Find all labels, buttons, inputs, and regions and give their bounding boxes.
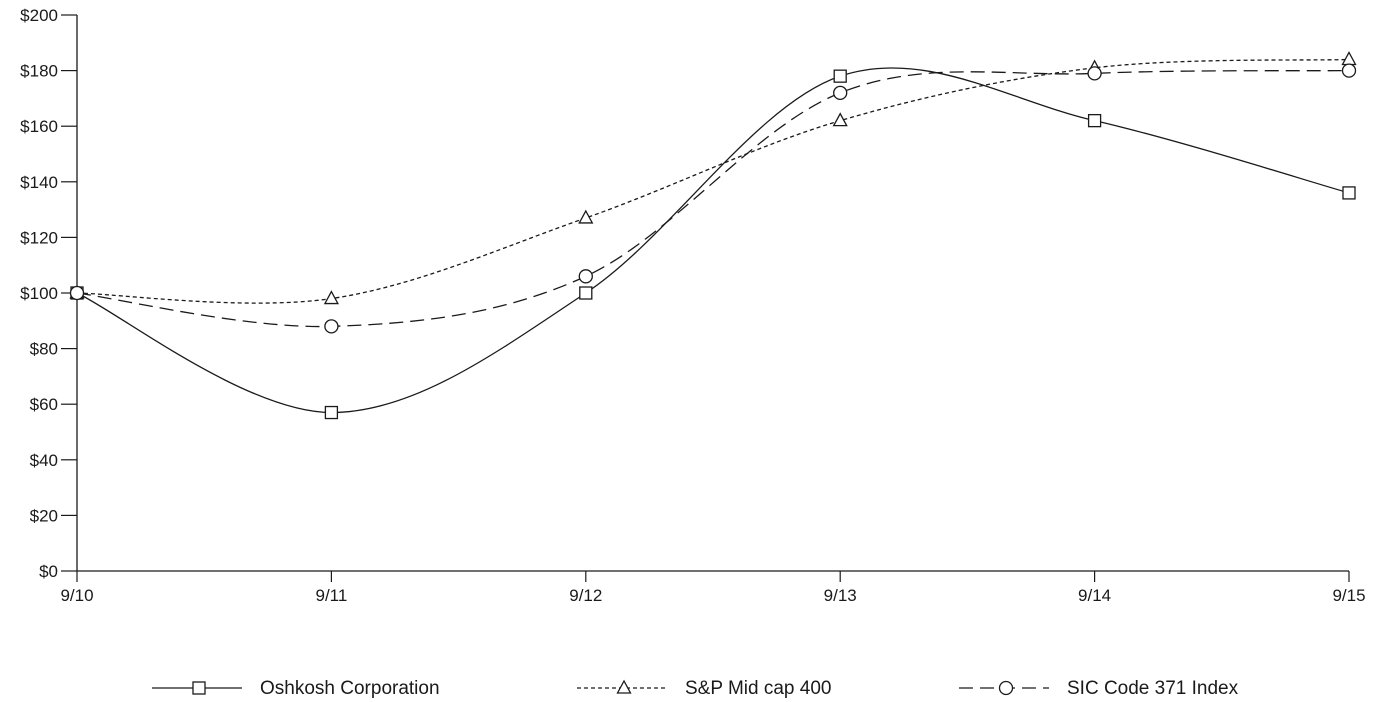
series-3-point [833, 85, 848, 100]
series-3-point [1341, 63, 1357, 78]
x-tick-label: 9/15 [1332, 586, 1365, 605]
series-1-point [1087, 113, 1102, 128]
y-tick-label: $80 [30, 340, 58, 359]
series-1-point [324, 405, 339, 420]
y-axis-ticks: $0 $20 $40 $60 $80 $100 $120 $140 $160 $180 $200 [20, 6, 77, 581]
series-lines [76, 58, 1350, 414]
x-tick-label: 9/11 [315, 586, 347, 605]
x-tick-label: 9/13 [824, 586, 857, 605]
y-tick-label: $100 [20, 284, 58, 303]
series-markers [69, 51, 1357, 420]
legend: Oshkosh Corporation S&P Mid cap 400 SIC Co… [152, 678, 1239, 699]
series-line-1 [76, 67, 1350, 414]
series-3-point [324, 319, 339, 334]
legend-label: S&P Mid cap 400 [685, 678, 831, 699]
y-tick-label: $160 [20, 117, 58, 136]
y-tick-label: $140 [20, 173, 58, 192]
legend-swatch-marker [998, 680, 1014, 696]
series-2-point [578, 209, 594, 224]
y-tick-label: $40 [30, 451, 58, 470]
series-3-point [578, 269, 593, 284]
series-2-point [1341, 51, 1357, 66]
series-1-point [833, 69, 847, 83]
x-axis-ticks: 9/10 9/11 9/12 9/13 9/14 9/15 [60, 571, 1366, 605]
y-tick-label: $120 [20, 228, 58, 247]
y-tick-label: $200 [20, 6, 58, 25]
series-3-point [69, 285, 85, 301]
y-tick-label: $0 [39, 562, 58, 581]
legend-label: SIC Code 371 Index [1067, 678, 1239, 699]
series-line-2 [76, 58, 1350, 304]
series-3-point [1087, 66, 1102, 81]
x-tick-label: 9/12 [569, 586, 602, 605]
series-1-point [579, 286, 593, 300]
y-tick-label: $180 [20, 62, 58, 81]
series-1-point [1342, 186, 1356, 200]
y-tick-label: $20 [30, 506, 58, 525]
y-tick-label: $60 [30, 395, 58, 414]
series-2-point [323, 290, 339, 305]
legend-label: Oshkosh Corporation [260, 678, 440, 699]
x-tick-label: 9/14 [1078, 586, 1111, 605]
x-tick-label: 9/10 [60, 586, 93, 605]
series-2-point [832, 112, 848, 127]
series-line-3 [76, 69, 1350, 328]
chart-axes [76, 15, 1349, 572]
legend-swatch-marker [616, 679, 632, 694]
legend-swatch-marker [192, 681, 206, 695]
